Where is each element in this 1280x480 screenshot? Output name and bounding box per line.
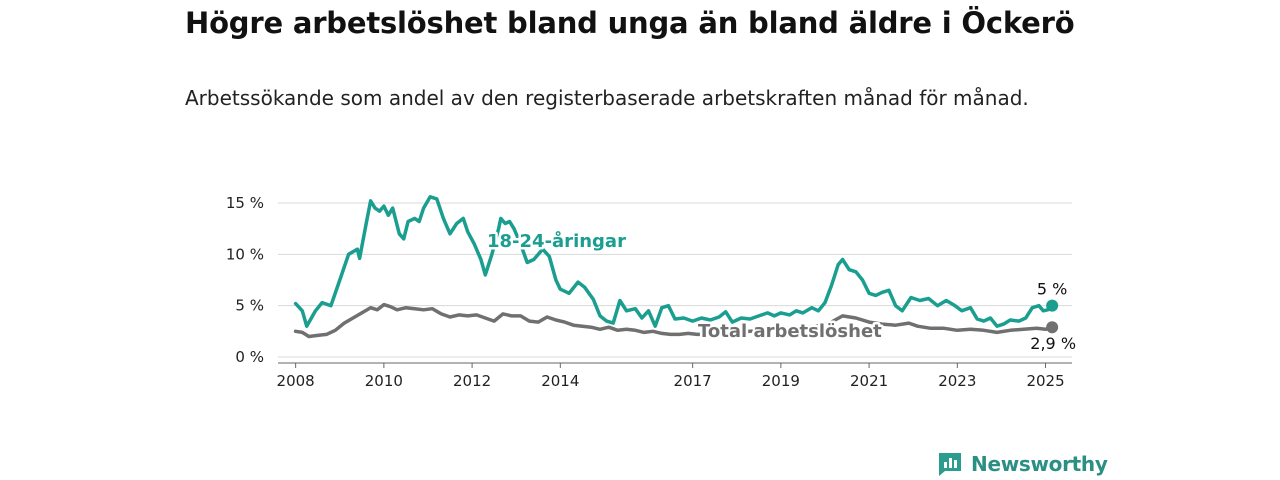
- end-point-total: [1046, 321, 1059, 334]
- logo-text: Newsworthy: [971, 452, 1108, 476]
- x-tick-label: 2025: [1026, 372, 1064, 390]
- series-label-total: Total arbetslöshet: [698, 321, 882, 342]
- chart-subtitle: Arbetssökande som andel av den registerb…: [185, 86, 1029, 110]
- end-label-youth: 5 %: [1037, 280, 1067, 299]
- newsworthy-logo: Newsworthy: [937, 450, 1108, 478]
- end-point-youth: [1046, 299, 1059, 312]
- y-tick-label: 0 %: [235, 348, 264, 366]
- x-tick-label: 2021: [850, 372, 888, 390]
- line-chart: 0 % 5 % 10 % 15 % 2008 2010 2012 2014 2017 2019 20…: [226, 194, 1076, 390]
- x-tick-label: 2017: [674, 372, 712, 390]
- series-line-youth: [293, 195, 1054, 328]
- series-line-total: [293, 302, 1054, 339]
- end-label-total: 2,9 %: [1030, 334, 1076, 353]
- x-tick-label: 2008: [277, 372, 315, 390]
- y-tick-label: 10 %: [226, 245, 264, 263]
- x-tick-label: 2019: [762, 372, 800, 390]
- x-tick-label: 2014: [541, 372, 579, 390]
- chart-title: Högre arbetslöshet bland unga än bland ä…: [185, 6, 1075, 40]
- x-tick-label: 2023: [938, 372, 976, 390]
- y-tick-label: 5 %: [235, 297, 264, 315]
- bar-chart-bubble-icon: [939, 453, 961, 476]
- x-tick-label: 2010: [365, 372, 403, 390]
- y-tick-label: 15 %: [226, 194, 264, 212]
- x-tick-label: 2012: [453, 372, 491, 390]
- series-label-youth: 18-24-åringar: [487, 230, 626, 252]
